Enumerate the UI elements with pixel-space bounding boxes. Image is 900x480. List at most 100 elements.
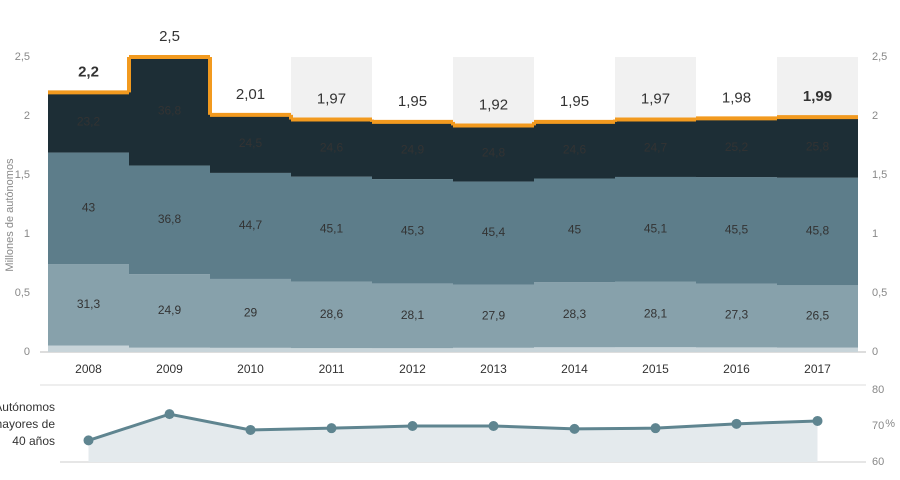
segment-label: 36,8 [158,212,182,226]
segment-label: 28,6 [320,307,344,321]
y-tick-label: 1 [24,228,30,240]
y2-tick-label: 2,5 [872,51,887,63]
x-tick-label: 2011 [319,362,345,376]
segment-label: 24,5 [239,136,263,150]
point [569,423,580,434]
segment-label: 26,5 [806,309,830,323]
y2-tick-label: 0,5 [872,287,887,299]
segment [453,181,534,285]
segment [453,125,534,182]
segment [372,283,453,349]
segment [48,92,129,153]
segment-label: 29 [244,306,258,320]
total-label: 1,92 [479,96,508,113]
segment [210,278,291,348]
segment [48,264,129,346]
segment-label: 31,3 [77,297,101,311]
x-tick-label: 2015 [642,362,669,376]
segment [48,152,129,265]
y-tick-label: 1,5 [15,169,30,181]
segment-label: 24,6 [563,142,587,156]
unit-label: % [885,418,895,430]
total-label: 2,5 [159,28,180,45]
segment-label: 36,8 [158,103,182,117]
segment-label: 27,9 [482,308,506,322]
x-tick-label: 2012 [399,362,426,376]
column-background [453,57,534,126]
segment [210,172,291,279]
total-label: 1,97 [317,91,346,108]
y-tick-label: 2,5 [15,51,30,63]
segment [210,114,291,173]
segment [372,179,453,284]
segment-label: 25,8 [806,140,830,154]
total-label: 1,95 [560,93,589,110]
segment-label: 44,7 [239,218,263,232]
y-axis-title: mayores de [0,417,55,431]
segment-label: 28,3 [563,307,587,321]
segment [615,176,696,282]
x-tick-label: 2008 [75,362,102,376]
segment-label: 45,8 [806,224,830,238]
segment [129,165,210,275]
column-background [615,57,696,120]
segment-label: 24,7 [644,140,668,154]
total-label: 1,95 [398,93,427,110]
y-axis-title: Millones de autónomos [4,158,16,272]
line [88,412,818,442]
segment-label: 45,1 [320,221,344,235]
point [650,423,661,434]
point [245,424,256,435]
point [164,409,175,420]
point [488,421,499,431]
point [407,421,418,431]
total-label: 2,01 [236,86,265,103]
segment [129,57,210,166]
y-tick-label: 70 [872,420,884,432]
segment [291,281,372,349]
segment [291,176,372,282]
x-tick-label: 2017 [804,362,831,376]
total-label: 1,99 [803,88,832,105]
segment-label: 45,3 [401,223,425,237]
y-tick-label: 80 [872,384,884,396]
point [812,415,823,426]
segment-label: 28,1 [644,307,668,321]
segment [372,121,453,180]
column-background [777,57,858,118]
y-tick-label: 60 [872,456,884,468]
y2-tick-label: 2 [872,110,878,122]
x-tick-label: 2010 [237,362,264,376]
point [83,435,94,446]
y2-tick-label: 0 [872,346,878,358]
segment-label: 24,9 [401,143,425,157]
segment [696,118,777,178]
x-tick-label: 2013 [480,362,507,376]
segment-label: 45,5 [725,223,749,237]
segment [696,177,777,284]
line-area [88,414,818,462]
segment [615,281,696,348]
y-tick-label: 0 [24,346,30,358]
segment [291,119,372,177]
segment [534,282,615,348]
y2-tick-label: 1,5 [872,169,887,181]
segment-label: 45,1 [644,222,668,236]
segment-label: 28,1 [401,308,425,322]
segment-label: 24,8 [482,146,506,160]
total-label: 2,2 [78,63,99,80]
segment [129,274,210,348]
segment [534,121,615,179]
y-tick-label: 0,5 [15,287,30,299]
segment-label: 24,6 [320,140,344,154]
segment-label: 27,3 [725,308,749,322]
total-label: 1,98 [722,89,751,106]
segment [777,117,858,178]
total-label: 1,97 [641,91,670,108]
column-background [291,57,372,120]
segment-label: 45 [568,222,582,236]
segment-label: 45,4 [482,225,506,239]
x-tick-label: 2014 [561,362,588,376]
segment-label: 43 [82,201,96,215]
x-tick-label: 2009 [156,362,183,376]
